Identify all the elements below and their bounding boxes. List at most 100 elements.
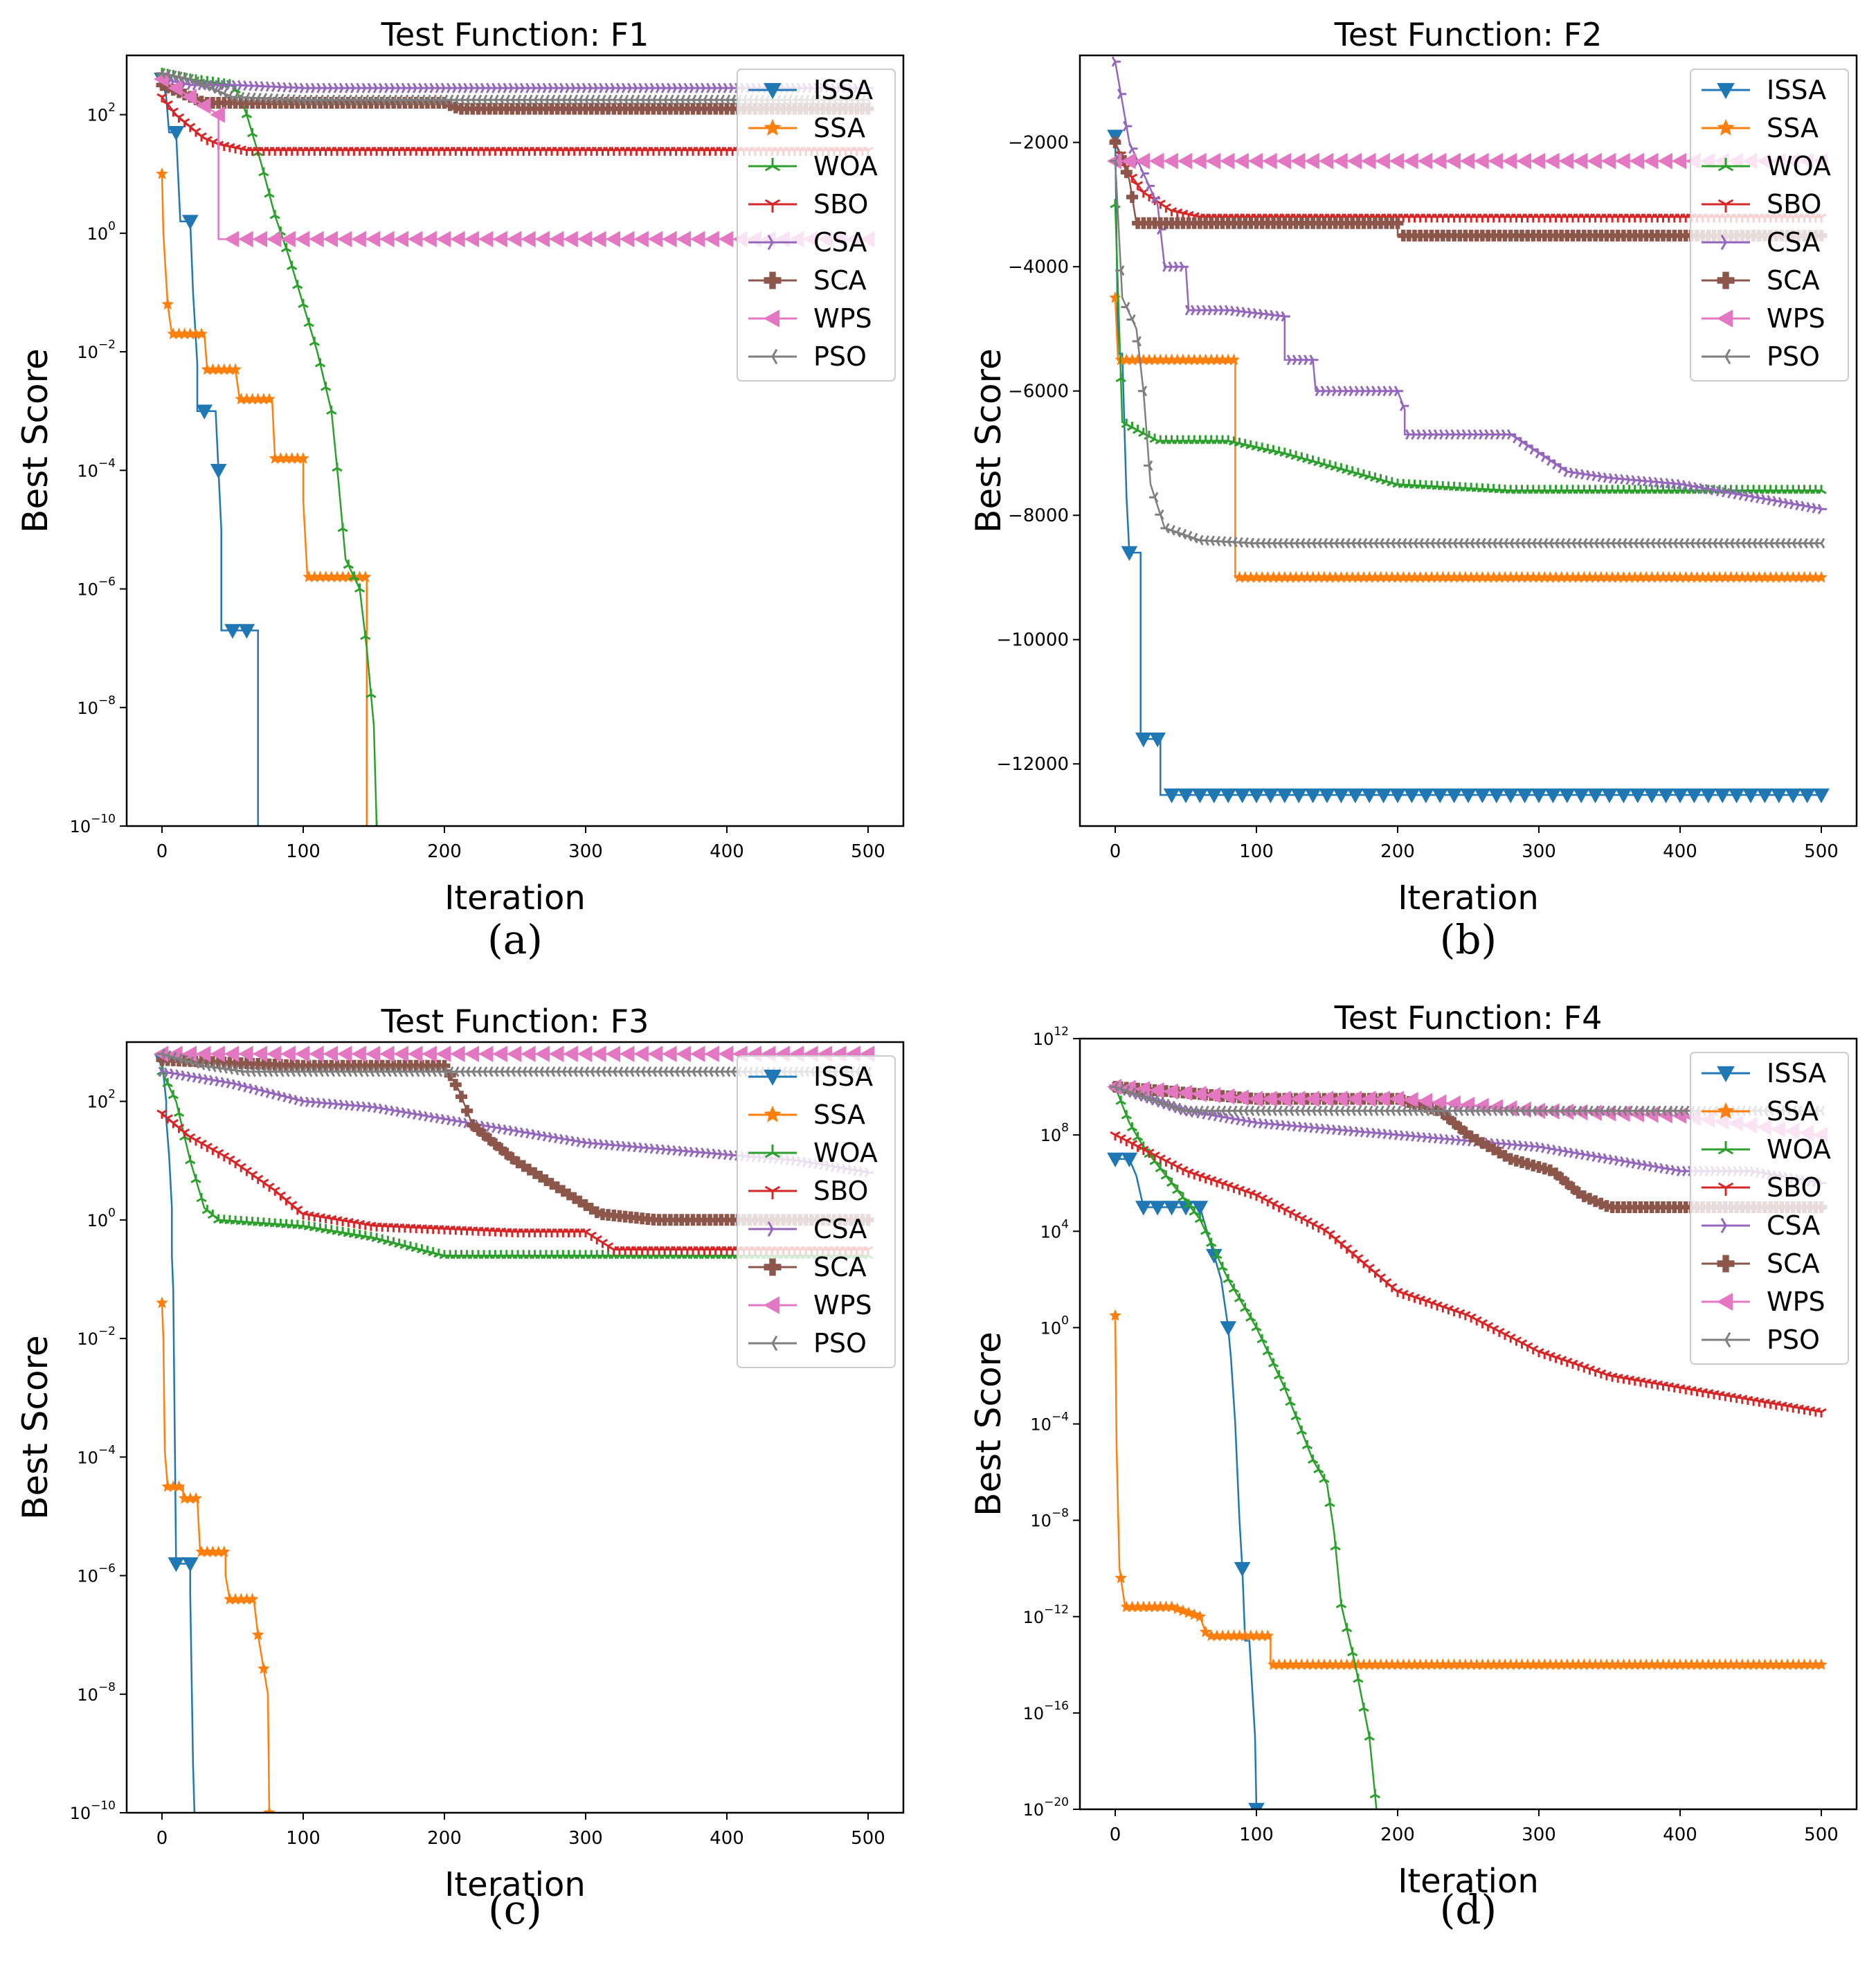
tri-down-icon bbox=[1510, 1336, 1522, 1346]
plot-area bbox=[1106, 1078, 1828, 1809]
tri-up-icon bbox=[1132, 424, 1144, 434]
tri-right-icon bbox=[1309, 355, 1319, 366]
triangle-down-icon bbox=[764, 1069, 782, 1086]
triangle-left-icon bbox=[1600, 152, 1616, 170]
tri-up-icon bbox=[1121, 418, 1132, 429]
x-tick-label: 500 bbox=[851, 1828, 885, 1849]
triangle-down-icon bbox=[1149, 1201, 1166, 1216]
tri-down-icon bbox=[207, 138, 219, 147]
tri-down-icon bbox=[1273, 1203, 1285, 1212]
triangle-down-icon bbox=[1220, 788, 1237, 804]
tri-right-icon bbox=[1139, 168, 1149, 179]
tri-right-icon bbox=[767, 234, 781, 251]
triangle-down-icon bbox=[1728, 788, 1745, 804]
triangle-left-icon bbox=[676, 231, 692, 248]
y-tick-label: −4000 bbox=[1008, 257, 1069, 278]
y-tick-label: 10−2 bbox=[77, 338, 116, 362]
tri-up-icon bbox=[1245, 1312, 1256, 1322]
tri-left-icon bbox=[1717, 1332, 1731, 1348]
triangle-left-icon bbox=[1220, 152, 1235, 170]
triangle-left-icon bbox=[633, 231, 649, 248]
tri-left-icon bbox=[1110, 155, 1119, 167]
tri-down-icon bbox=[1488, 1325, 1499, 1334]
tri-up-icon bbox=[360, 631, 371, 640]
triangle-left-icon bbox=[563, 231, 578, 248]
panel-caption: (b) bbox=[1440, 916, 1497, 963]
tri-down-icon bbox=[162, 1114, 173, 1124]
star-icon bbox=[764, 1105, 782, 1122]
tri-up-icon bbox=[1285, 1397, 1296, 1406]
tri-up-icon bbox=[1341, 1623, 1353, 1633]
tri-up-icon bbox=[1223, 1273, 1234, 1284]
triangle-down-icon bbox=[1248, 1802, 1265, 1809]
triangle-left-icon bbox=[323, 231, 339, 248]
tri-down-icon bbox=[1110, 1131, 1121, 1141]
triangle-down-icon bbox=[1460, 788, 1477, 804]
y-tick-label: 10−20 bbox=[1023, 1795, 1069, 1820]
tri-up-icon bbox=[1268, 1358, 1279, 1368]
triangle-down-icon bbox=[1290, 788, 1308, 804]
series-woa bbox=[1110, 199, 1827, 494]
plus-icon bbox=[1109, 136, 1121, 149]
triangle-left-icon bbox=[351, 231, 366, 248]
star-icon bbox=[764, 118, 782, 136]
tri-up-icon bbox=[287, 260, 298, 271]
y-tick-label: 10−4 bbox=[77, 456, 116, 481]
triangle-down-icon bbox=[1432, 788, 1449, 804]
tri-down-icon bbox=[1341, 1244, 1353, 1254]
legend-entry-sbo: SBO bbox=[1767, 1172, 1821, 1203]
y-tick-label: 108 bbox=[1040, 1121, 1069, 1145]
legend-entry-wps: WPS bbox=[1767, 1287, 1825, 1317]
triangle-left-icon bbox=[676, 1046, 692, 1062]
star-icon bbox=[263, 393, 276, 405]
y-tick-label: 102 bbox=[87, 1088, 116, 1112]
series-line bbox=[1115, 1158, 1258, 1809]
triangle-left-icon bbox=[591, 1046, 606, 1062]
triangle-down-icon bbox=[1234, 788, 1251, 804]
triangle-down-icon bbox=[1474, 788, 1491, 804]
panel-caption: (d) bbox=[1440, 1886, 1497, 1933]
tri-down-icon bbox=[1460, 1311, 1471, 1320]
tri-down-icon bbox=[1172, 1163, 1183, 1172]
triangle-left-icon bbox=[1629, 152, 1645, 170]
triangle-down-icon bbox=[1558, 788, 1576, 804]
tri-right-icon bbox=[1145, 180, 1155, 192]
x-tick-label: 400 bbox=[710, 841, 744, 862]
tri-up-icon bbox=[1206, 1237, 1217, 1247]
tri-up-icon bbox=[1319, 1473, 1330, 1483]
y-axis-label: Best Score bbox=[968, 1332, 1009, 1516]
tri-down-icon bbox=[1155, 1154, 1166, 1164]
triangle-down-icon bbox=[1657, 788, 1675, 804]
plus-icon bbox=[1499, 1149, 1511, 1162]
tri-up-icon bbox=[1115, 373, 1126, 382]
legend-entry-wps: WPS bbox=[1767, 303, 1825, 334]
x-tick-label: 100 bbox=[286, 1828, 321, 1849]
plus-icon bbox=[1470, 1133, 1483, 1146]
series-csa bbox=[1111, 56, 1827, 514]
triangle-left-icon bbox=[620, 1046, 635, 1062]
axes-frame bbox=[1079, 54, 1858, 827]
tri-up-icon bbox=[1301, 1440, 1313, 1450]
triangle-left-icon bbox=[1290, 152, 1306, 170]
chart-title: Test Function: F2 bbox=[1334, 16, 1603, 53]
triangle-left-icon bbox=[1573, 152, 1588, 170]
triangle-down-icon bbox=[1375, 788, 1392, 804]
legend-frame bbox=[1690, 69, 1849, 382]
triangle-down-icon bbox=[210, 463, 227, 479]
triangle-left-icon bbox=[224, 231, 240, 248]
tri-right-icon bbox=[1111, 56, 1121, 67]
y-tick-label: 10−8 bbox=[1030, 1507, 1069, 1531]
triangle-down-icon bbox=[1813, 788, 1830, 804]
tri-up-icon bbox=[1364, 1731, 1375, 1741]
tri-down-icon bbox=[196, 1139, 207, 1149]
x-tick-label: 500 bbox=[851, 841, 885, 862]
tri-down-icon bbox=[173, 113, 185, 123]
triangle-left-icon bbox=[647, 1046, 663, 1062]
plus-icon bbox=[1717, 1255, 1735, 1273]
tri-down-icon bbox=[1285, 1208, 1296, 1219]
triangle-down-icon bbox=[1205, 788, 1223, 804]
tri-up-icon bbox=[1307, 1454, 1319, 1464]
triangle-left-icon bbox=[181, 89, 197, 105]
